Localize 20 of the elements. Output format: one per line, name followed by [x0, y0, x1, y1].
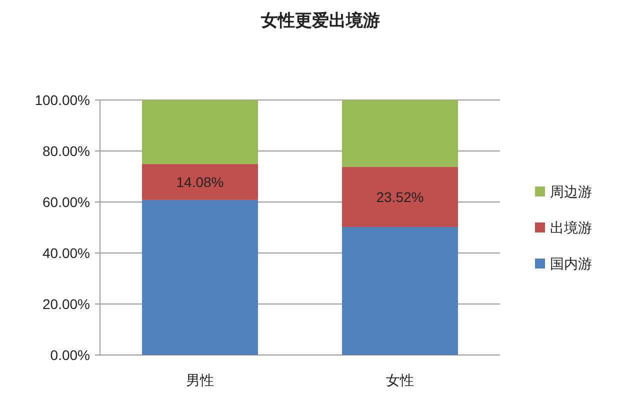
bar — [142, 100, 258, 164]
y-tick-label: 20.00% — [42, 296, 90, 312]
bar — [342, 226, 458, 355]
legend-label: 国内游 — [550, 256, 592, 272]
y-tick-label: 60.00% — [42, 194, 90, 210]
y-tick-label: 100.00% — [34, 92, 90, 108]
data-label: 14.08% — [176, 174, 224, 190]
bar — [342, 167, 458, 227]
legend-label: 周边游 — [550, 184, 592, 200]
y-tick-label: 40.00% — [42, 245, 90, 261]
x-tick-label: 女性 — [386, 372, 414, 388]
bar — [342, 100, 458, 168]
bar — [142, 200, 258, 355]
chart-title: 女性更爱出境游 — [260, 11, 380, 30]
x-tick-label: 男性 — [186, 372, 214, 388]
bar — [142, 164, 258, 200]
y-tick-label: 0.00% — [50, 347, 90, 363]
y-tick-label: 80.00% — [42, 143, 90, 159]
legend-label: 出境游 — [550, 220, 592, 236]
data-label: 23.52% — [376, 189, 424, 205]
